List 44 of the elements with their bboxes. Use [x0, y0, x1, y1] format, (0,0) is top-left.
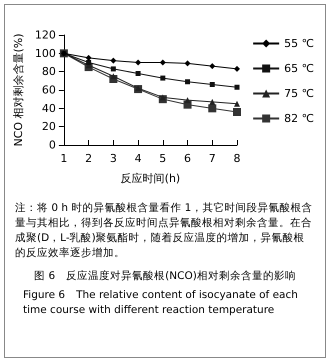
point [209, 63, 216, 70]
point [233, 108, 241, 116]
point [210, 82, 215, 87]
point [110, 73, 116, 80]
point [86, 54, 92, 61]
x-tick-label: 7 [208, 152, 216, 165]
point [184, 60, 191, 66]
y-tick-label: 100 [34, 46, 56, 60]
point [110, 66, 116, 72]
x-tick-label: 4 [134, 152, 142, 165]
point [234, 84, 240, 90]
y-tick-label: 0 [48, 138, 56, 152]
point [208, 104, 216, 112]
x-tick-label: 2 [85, 152, 92, 165]
text: 注：将 0 h 时的异氰酸根含量看作 1，其它时间段异氰酸根含量与其相比，得到各反应时间点异氰酸根相对剩余含量。在合成聚(D，L-乳酸)聚氨酯时，随着反应温度的增加，异氰酸根的反应效率逐步增加。 [15, 201, 314, 261]
y-tick-label: 120 [34, 28, 56, 42]
point [185, 79, 190, 84]
x-tick-label: 3 [110, 152, 117, 165]
text: 图 6 反应温度对异氰酸根(NCO)相对剩余含量的影响 [33, 269, 297, 284]
legend-label: 55 ℃ [284, 37, 314, 50]
y-tick-label: 80 [42, 65, 56, 78]
x-tick-label: 8 [234, 152, 240, 165]
legend-label: 75 ℃ [284, 87, 314, 100]
point [209, 98, 216, 105]
legend-label: 65 ℃ [284, 62, 314, 75]
x-tick-label: 1 [60, 152, 68, 165]
x-tick-label: 5 [159, 152, 166, 165]
point [160, 76, 166, 81]
legend-label: 82 ℃ [284, 112, 314, 125]
point [136, 71, 141, 76]
point [234, 66, 240, 72]
y-tick-label: 40 [42, 102, 56, 115]
point [160, 60, 166, 66]
point [234, 100, 240, 107]
y-tick-label: 20 [42, 120, 56, 134]
point [86, 60, 92, 65]
point [160, 94, 166, 100]
y-axis-title: NCO 相对剩余含量(%) [12, 33, 25, 147]
point [184, 97, 191, 104]
point [110, 58, 116, 64]
x-axis-title: 反应时间(h) [120, 172, 180, 185]
y-tick-label: 60 [42, 84, 56, 96]
x-tick-label: 6 [184, 152, 192, 165]
text: Figure 6 The relative content of isocyanate of each time course with different reaction temperature [22, 288, 299, 318]
